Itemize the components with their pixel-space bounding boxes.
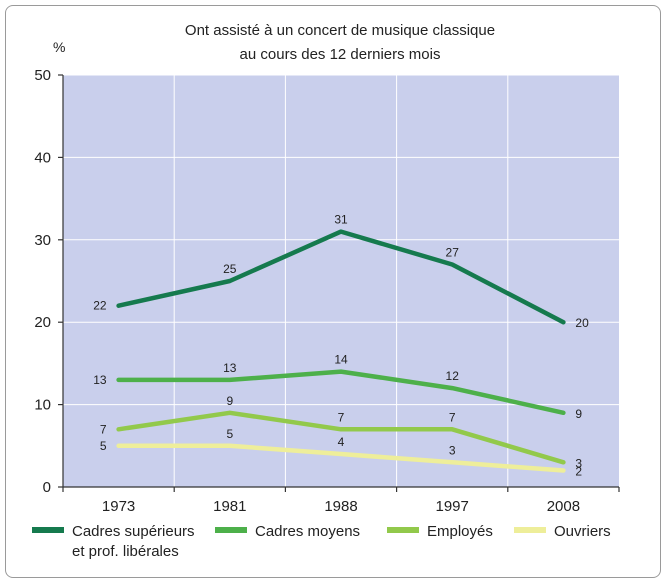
- x-tick-label-1973: 1973: [102, 498, 135, 515]
- data-label-s1-0: 13: [93, 373, 107, 387]
- y-tick-label-50: 50: [34, 67, 51, 84]
- data-label-s3-0: 5: [100, 439, 107, 453]
- series-line-2: [116, 410, 566, 465]
- data-label-s1-3: 12: [446, 369, 460, 383]
- data-label-s2-1: 9: [226, 394, 233, 408]
- data-label-s1-2: 14: [334, 353, 348, 367]
- x-tick-label-2008: 2008: [547, 498, 580, 515]
- y-tick-label-10: 10: [34, 397, 51, 414]
- data-label-s0-0: 22: [93, 299, 107, 313]
- y-tick-label-40: 40: [34, 149, 51, 166]
- y-tick-label-0: 0: [43, 479, 51, 496]
- data-label-s0-3: 27: [446, 246, 460, 260]
- series-line-1: [116, 369, 566, 416]
- data-label-s0-4: 20: [575, 316, 589, 330]
- data-label-s3-4: 2: [575, 465, 582, 479]
- data-label-s2-3: 7: [449, 410, 456, 424]
- x-tick-label-1997: 1997: [436, 498, 469, 515]
- data-label-s3-1: 5: [226, 427, 233, 441]
- y-tick-label-30: 30: [34, 232, 51, 249]
- data-label-s2-0: 7: [100, 422, 107, 436]
- data-label-s0-1: 25: [223, 262, 237, 276]
- data-label-s3-3: 3: [449, 443, 456, 457]
- data-label-s2-2: 7: [338, 410, 345, 424]
- series-line-3: [116, 443, 566, 473]
- legend-label-0-line2: et prof. libérales: [72, 543, 179, 560]
- legend-label-2: Employés: [427, 523, 493, 540]
- data-label-s1-4: 9: [575, 407, 582, 421]
- data-label-s0-2: 31: [334, 213, 348, 227]
- legend-label-0: Cadres supérieurs: [72, 523, 195, 540]
- legend-label-3: Ouvriers: [554, 523, 611, 540]
- legend-label-1: Cadres moyens: [255, 523, 360, 540]
- x-tick-label-1981: 1981: [213, 498, 246, 515]
- x-tick-label-1988: 1988: [324, 498, 357, 515]
- chart-subtitle: au cours des 12 derniers mois: [240, 46, 441, 63]
- y-axis-unit-label: %: [53, 39, 65, 55]
- data-label-s1-1: 13: [223, 361, 237, 375]
- chart-title: Ont assisté à un concert de musique clas…: [185, 22, 495, 39]
- plot-area: [63, 75, 619, 487]
- data-label-s2-4: 3: [575, 456, 582, 470]
- series-line-0: [116, 229, 566, 325]
- y-tick-label-20: 20: [34, 314, 51, 331]
- data-label-s3-2: 4: [338, 435, 345, 449]
